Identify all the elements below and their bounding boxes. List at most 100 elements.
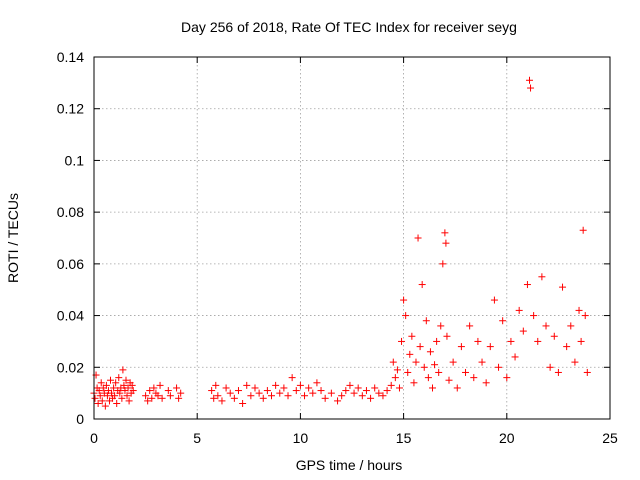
data-point: [534, 337, 542, 345]
data-point: [103, 392, 111, 400]
data-point: [437, 322, 445, 330]
data-point: [439, 260, 447, 268]
data-point: [416, 343, 424, 351]
data-point: [511, 353, 519, 361]
data-point: [583, 368, 591, 376]
data-point: [414, 234, 422, 242]
data-point: [91, 394, 99, 402]
data-point: [292, 387, 300, 395]
data-point: [354, 384, 362, 392]
data-point: [313, 379, 321, 387]
data-point: [457, 343, 465, 351]
data-point: [309, 389, 317, 397]
data-point: [387, 381, 395, 389]
axis-ticks: [93, 56, 611, 420]
data-point: [210, 394, 218, 402]
data-point: [124, 384, 132, 392]
data-point: [542, 322, 550, 330]
data-point: [272, 381, 280, 389]
data-point: [538, 273, 546, 281]
y-tick-label: 0.08: [57, 204, 84, 220]
x-tick-label: 10: [293, 430, 309, 446]
x-tick-label: 20: [499, 430, 515, 446]
data-point: [94, 399, 102, 407]
data-point: [550, 332, 558, 340]
data-point: [175, 394, 183, 402]
data-point: [367, 394, 375, 402]
data-point: [276, 389, 284, 397]
data-point: [173, 384, 181, 392]
data-point: [350, 389, 358, 397]
data-point: [98, 397, 106, 405]
data-point: [280, 384, 288, 392]
data-point: [111, 392, 119, 400]
data-point: [575, 306, 583, 314]
data-points: [90, 76, 591, 410]
data-point: [263, 387, 271, 395]
data-point: [327, 389, 335, 397]
tick-labels: 0 0.02 0.04 0.06 0.08 0.1 0.12 0.14 0 5 10 15 20 25: [57, 49, 618, 446]
data-point: [96, 392, 104, 400]
data-point: [334, 397, 342, 405]
data-point: [346, 381, 354, 389]
data-point: [527, 84, 535, 92]
data-point: [251, 384, 259, 392]
data-point: [101, 402, 109, 410]
data-point: [571, 358, 579, 366]
data-point: [166, 392, 174, 400]
data-point: [554, 368, 562, 376]
data-point: [449, 358, 457, 366]
data-point: [526, 76, 534, 84]
data-point: [218, 397, 226, 405]
data-point: [495, 363, 503, 371]
data-point: [296, 381, 304, 389]
data-point: [123, 392, 131, 400]
data-point: [150, 384, 158, 392]
data-point: [530, 312, 538, 320]
y-tick-label: 0.14: [57, 49, 84, 65]
data-point: [453, 384, 461, 392]
data-point: [208, 387, 216, 395]
data-point: [383, 387, 391, 395]
data-point: [259, 394, 267, 402]
data-point: [321, 394, 329, 402]
data-point: [226, 389, 234, 397]
data-point: [358, 392, 366, 400]
data-point: [112, 379, 120, 387]
data-point: [393, 366, 401, 374]
data-point: [119, 366, 127, 374]
data-point: [268, 392, 276, 400]
data-point: [243, 381, 251, 389]
data-point: [428, 384, 436, 392]
data-point: [142, 392, 150, 400]
data-point: [445, 376, 453, 384]
data-point: [515, 306, 523, 314]
data-point: [375, 389, 383, 397]
data-point: [95, 387, 103, 395]
data-point: [97, 379, 105, 387]
data-point: [478, 358, 486, 366]
plot-frame: [93, 56, 611, 420]
data-point: [371, 384, 379, 392]
data-point: [305, 384, 313, 392]
data-point: [113, 399, 121, 407]
x-tick-label: 25: [602, 430, 618, 446]
data-point: [435, 368, 443, 376]
data-point: [567, 322, 575, 330]
data-point: [234, 387, 242, 395]
y-tick-label: 0.04: [57, 308, 84, 324]
data-point: [431, 361, 439, 369]
data-point: [402, 312, 410, 320]
data-point: [144, 397, 152, 405]
data-point: [441, 229, 449, 237]
x-axis-title: GPS time / hours: [296, 457, 403, 473]
data-point: [404, 368, 412, 376]
data-point: [247, 392, 255, 400]
data-point: [420, 363, 428, 371]
data-point: [408, 332, 416, 340]
x-tick-label: 15: [396, 430, 412, 446]
data-point: [406, 350, 414, 358]
data-point: [379, 392, 387, 400]
data-point: [482, 379, 490, 387]
